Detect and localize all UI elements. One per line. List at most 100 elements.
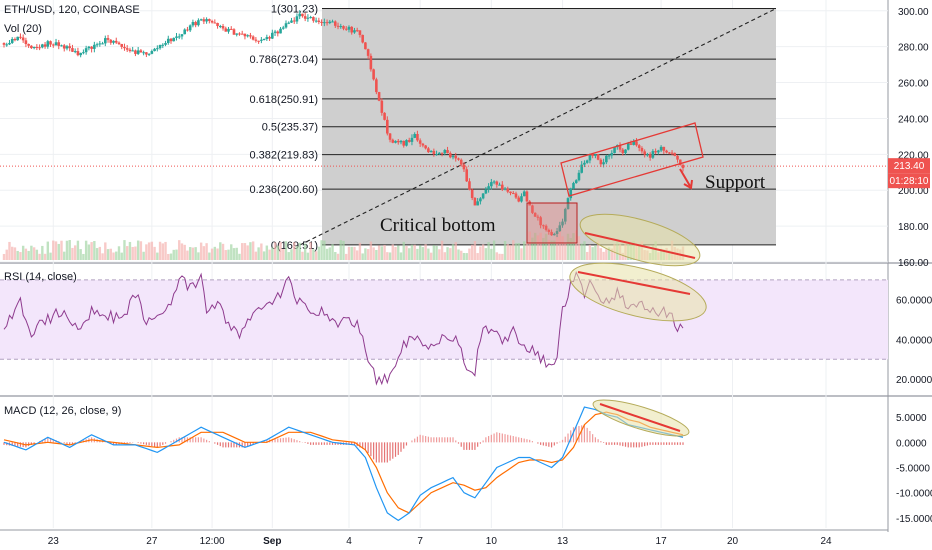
candle-body	[180, 34, 184, 37]
candle-body	[24, 40, 28, 45]
volume-bar	[76, 240, 80, 260]
candle-body	[227, 28, 230, 32]
volume-bar	[334, 252, 337, 260]
volume-bar	[216, 248, 219, 260]
volume-bar	[251, 241, 255, 260]
volume-bar	[325, 248, 329, 260]
macd-axis-tick: 0.0000	[896, 438, 927, 449]
volume-bar	[199, 242, 203, 260]
volume-bar	[2, 253, 6, 260]
volume-bar	[525, 242, 529, 260]
candle-body	[427, 148, 430, 153]
candle-body	[435, 153, 438, 155]
fib-level-label: 0.382(219.83)	[250, 150, 319, 162]
candle-body	[353, 30, 356, 33]
volume-bar	[210, 248, 214, 260]
candle-body	[418, 140, 422, 144]
candle-body	[432, 150, 436, 155]
critical-bottom-annotation[interactable]: Critical bottom	[380, 215, 496, 236]
candle-body	[87, 46, 91, 49]
candle-body	[599, 159, 603, 165]
symbol-title[interactable]: ETH/USD, 120, COINBASE	[4, 4, 140, 16]
volume-bar	[265, 245, 269, 260]
support-annotation[interactable]: Support	[705, 172, 766, 193]
rsi-band-fill	[0, 279, 888, 360]
volume-bar	[257, 247, 260, 260]
volume-label[interactable]: Vol (20)	[4, 23, 42, 35]
candle-body	[273, 31, 277, 33]
candle-body	[166, 38, 170, 44]
candle-body	[668, 152, 671, 154]
volume-bar	[421, 247, 425, 260]
candle-body	[366, 49, 370, 56]
volume-bar	[435, 245, 438, 260]
volume-bar	[468, 248, 471, 260]
candle-body	[114, 40, 118, 43]
volume-bar	[57, 243, 60, 260]
volume-bar	[79, 249, 82, 260]
candle-body	[347, 26, 351, 30]
volume-bar	[366, 249, 370, 260]
volume-bar	[254, 251, 258, 260]
volume-bar	[495, 252, 499, 260]
candle-body	[175, 36, 178, 38]
candle-body	[673, 153, 677, 156]
volume-bar	[514, 243, 518, 260]
candle-body	[632, 141, 636, 145]
volume-bar	[564, 242, 567, 260]
volume-bar	[462, 252, 466, 260]
candle-body	[503, 188, 507, 190]
volume-bar	[353, 246, 356, 260]
candle-body	[476, 201, 479, 206]
candle-body	[112, 40, 115, 43]
fib-trend-line	[299, 8, 777, 246]
candle-body	[580, 164, 583, 173]
candle-body	[421, 143, 425, 146]
candle-body	[662, 146, 666, 151]
candle-body	[65, 46, 69, 49]
volume-bar	[87, 244, 91, 260]
volume-bar	[566, 233, 570, 260]
volume-bar	[429, 252, 433, 260]
candle-body	[361, 34, 364, 43]
price-badge-text: 213.40	[894, 161, 925, 172]
volume-bar	[399, 252, 403, 260]
volume-bar	[19, 252, 22, 260]
candle-body	[481, 193, 485, 199]
macd-label[interactable]: MACD (12, 26, close, 9)	[4, 405, 122, 417]
candle-body	[229, 28, 233, 30]
volume-bar	[202, 246, 206, 260]
volume-bar	[260, 243, 263, 260]
candle-body	[199, 19, 203, 21]
user-drawings[interactable]	[526, 122, 712, 443]
candle-body	[221, 26, 225, 29]
time-axis-tick: 24	[820, 536, 832, 547]
candle-body	[539, 217, 542, 226]
candle-body	[216, 22, 219, 27]
volume-bar	[167, 253, 170, 260]
volume-bar	[380, 246, 384, 260]
volume-bar	[446, 247, 449, 260]
candle-body	[43, 44, 47, 47]
candle-body	[186, 29, 189, 31]
rsi-label[interactable]: RSI (14, close)	[4, 271, 77, 283]
volume-bar	[432, 245, 436, 260]
fib-level-label: 1(301.23)	[271, 4, 318, 16]
candle-body	[479, 198, 482, 202]
volume-bar	[575, 230, 578, 260]
candle-body	[648, 154, 652, 158]
volume-bar	[369, 241, 373, 260]
candle-body	[281, 27, 285, 29]
volume-bar	[32, 247, 36, 260]
candle-body	[429, 150, 433, 153]
candle-body	[517, 197, 521, 202]
candle-body	[238, 33, 241, 35]
macd-signal-line	[3, 411, 684, 514]
volume-bar	[142, 251, 145, 260]
volume-bar	[391, 244, 394, 260]
volume-bar	[123, 240, 126, 260]
volume-bar	[547, 239, 551, 260]
rsi-line	[3, 271, 684, 386]
volume-bar	[145, 244, 148, 260]
candle-body	[54, 42, 58, 46]
